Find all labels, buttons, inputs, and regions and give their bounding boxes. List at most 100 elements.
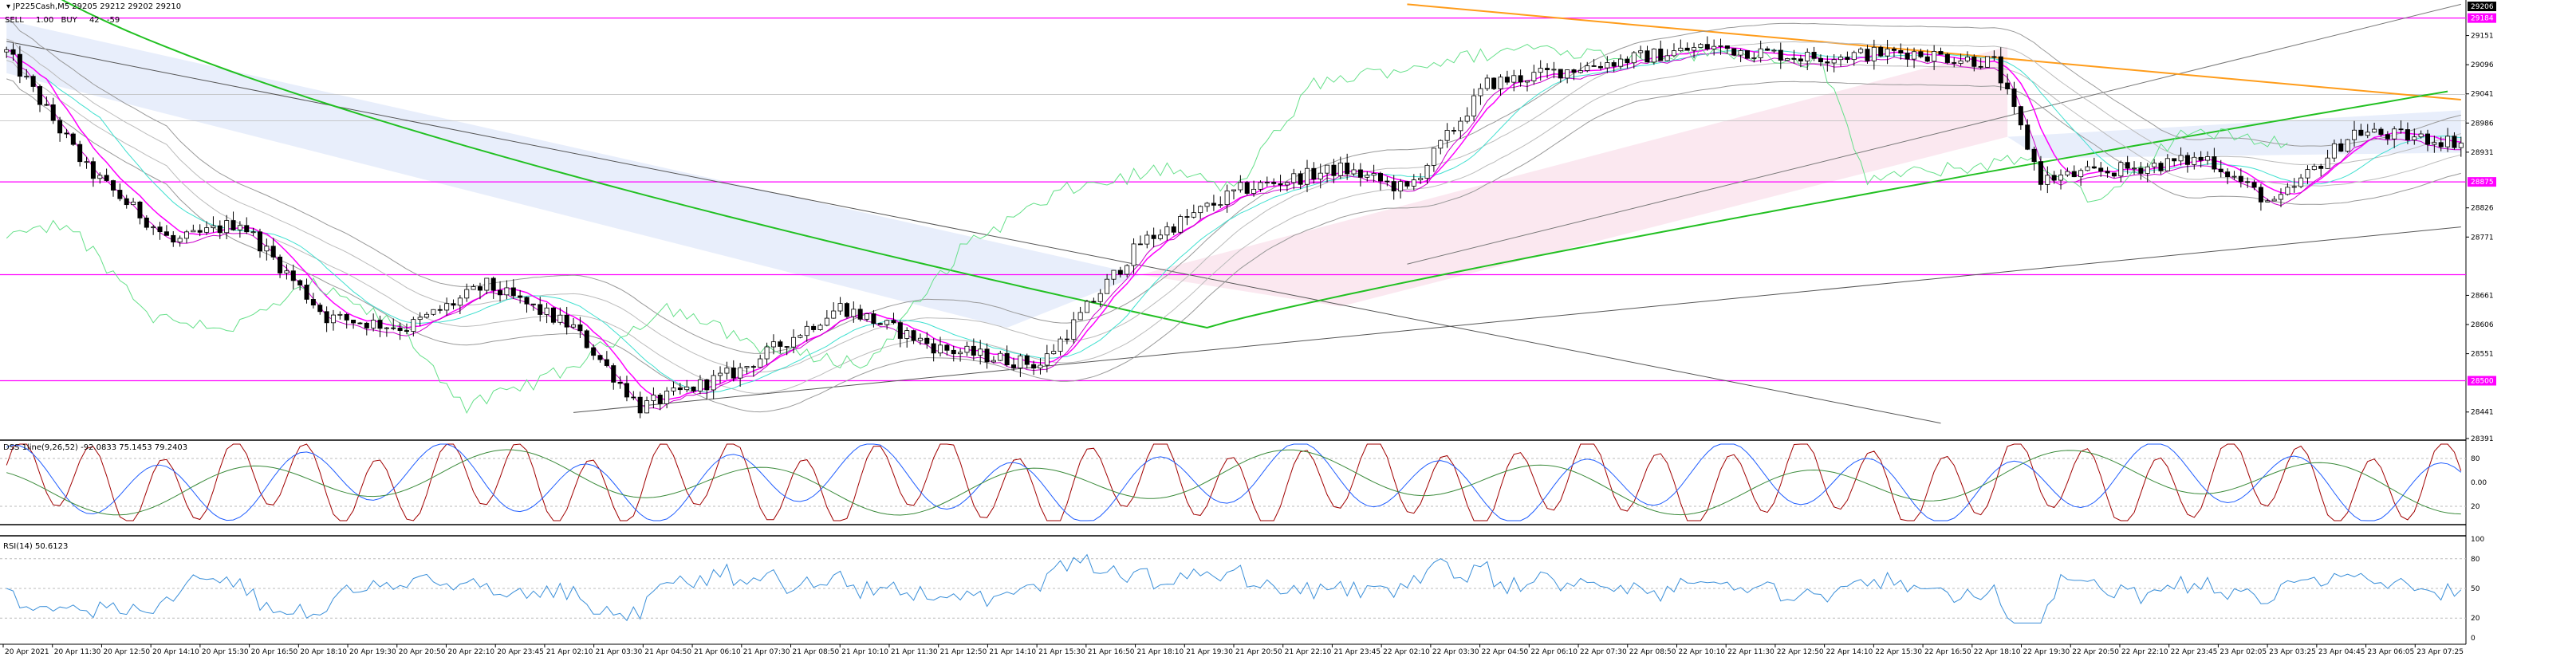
candle (2318, 163, 2324, 177)
candle-body (257, 231, 262, 252)
candle-body (958, 352, 963, 355)
candle (2265, 199, 2271, 203)
candle (971, 338, 976, 361)
candle-body (1464, 116, 1470, 122)
candle (778, 340, 783, 354)
candle (1404, 180, 1410, 189)
candle (1491, 77, 1497, 90)
candle-body (2005, 82, 2011, 89)
candle-body (1551, 69, 1557, 71)
candle-body (163, 231, 169, 236)
candle-body (651, 395, 656, 401)
candle-body (471, 286, 476, 290)
bollinger-upper (6, 20, 2461, 354)
candle (591, 344, 597, 360)
candle (417, 312, 423, 326)
candle (831, 302, 837, 319)
candle (1298, 171, 1303, 190)
candle-body (831, 310, 837, 319)
candle (2258, 183, 2263, 211)
sell-button[interactable]: SELL (5, 16, 24, 25)
candle-body (2145, 166, 2150, 174)
candle (1758, 41, 1763, 63)
candle-body (617, 381, 623, 384)
candle-body (1325, 164, 1330, 174)
candle-body (2445, 136, 2451, 148)
lot-size-field[interactable]: 1.00 (36, 16, 54, 25)
one-click-trading-panel[interactable]: SELL 1.00 BUY 42 -59 (5, 16, 124, 25)
candle-body (357, 322, 363, 325)
candle (2372, 122, 2377, 133)
bollinger-inner-upper (6, 38, 2461, 373)
candle (1337, 156, 1343, 179)
candle (1044, 344, 1050, 373)
trendline-up[interactable] (573, 226, 2461, 413)
time-tick: 22 Apr 22:10 (2121, 648, 2168, 656)
candle (1998, 47, 2003, 91)
candle-body (738, 367, 743, 379)
candle (597, 354, 603, 363)
candle-body (684, 386, 690, 391)
candle-body (2111, 172, 2117, 177)
candle-body (84, 161, 89, 163)
trendline-channel[interactable] (1407, 3, 2461, 265)
price-tag: 28875 (2471, 179, 2494, 187)
candle (1651, 48, 1656, 65)
candle-body (817, 325, 823, 330)
candle (964, 341, 970, 356)
candle (724, 361, 730, 380)
stoch-label-text: DSS 1line(9,26,52) -92.0833 75.1453 79.2… (3, 443, 188, 452)
candle (611, 363, 616, 390)
candle (1938, 47, 1944, 55)
candle-body (1518, 75, 1523, 83)
candle (1898, 43, 1904, 60)
candle-body (2152, 163, 2157, 167)
candle (1551, 61, 1557, 79)
candle-body (464, 289, 470, 299)
lagging-span (6, 44, 2288, 415)
candle (571, 317, 577, 329)
candle-body (2031, 148, 2037, 162)
candle-body (137, 201, 143, 218)
buy-button[interactable]: BUY (61, 16, 77, 25)
candle-body (2085, 166, 2090, 171)
candle-body (1291, 173, 1297, 183)
candle-body (1105, 278, 1110, 294)
candle-body (984, 348, 990, 363)
candle-body (1558, 69, 1563, 79)
candle (1077, 306, 1083, 321)
candle-body (978, 348, 983, 356)
candle (631, 391, 636, 401)
candle (2031, 146, 2037, 171)
candle (2071, 165, 2077, 178)
candle-body (297, 280, 303, 285)
candle-body (557, 314, 563, 323)
time-tick: 21 Apr 20:50 (1235, 648, 1282, 656)
candle (1244, 180, 1250, 195)
candle-body (2118, 162, 2124, 177)
candle-body (851, 309, 857, 317)
candle-body (2452, 136, 2457, 148)
candle (1058, 336, 1063, 356)
candle (577, 317, 583, 339)
candle-body (444, 303, 450, 311)
candle-body (1644, 50, 1650, 63)
candle (550, 306, 556, 325)
candle-body (97, 175, 103, 179)
candle-body (1038, 364, 1043, 369)
candle-body (657, 395, 663, 404)
candle (2458, 136, 2464, 157)
candle-body (1671, 50, 1676, 57)
candle-body (1144, 234, 1150, 245)
candle-body (2238, 175, 2243, 183)
candle (2331, 140, 2337, 162)
candle (1625, 56, 1630, 69)
candle-body (778, 341, 783, 347)
stoch-signal-line (6, 443, 2462, 521)
time-tick: 22 Apr 16:50 (1924, 648, 1971, 656)
collapse-triangle-icon[interactable]: ▾ (6, 2, 11, 11)
time-tick: 23 Apr 02:05 (2220, 648, 2267, 656)
candle (1051, 344, 1057, 355)
